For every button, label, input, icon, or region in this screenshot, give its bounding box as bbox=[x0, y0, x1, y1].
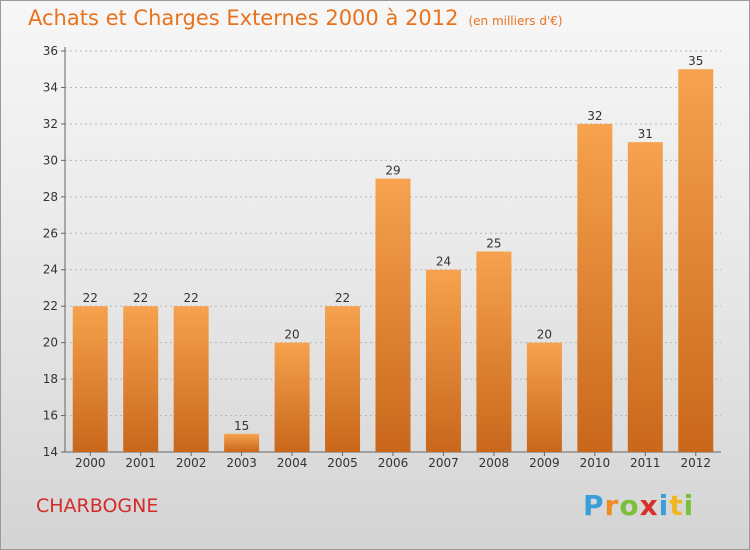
bar bbox=[425, 269, 461, 452]
x-tick-label: 2009 bbox=[529, 456, 560, 470]
logo-letter: t bbox=[669, 489, 684, 522]
bar-value-label: 22 bbox=[184, 291, 199, 305]
bar bbox=[123, 306, 159, 452]
x-tick-label: 2008 bbox=[479, 456, 510, 470]
logo-letter: i bbox=[683, 489, 695, 522]
bar bbox=[274, 342, 310, 452]
commune-name: CHARBOGNE bbox=[36, 495, 159, 517]
x-tick-label: 2005 bbox=[327, 456, 358, 470]
y-tick-label: 26 bbox=[43, 226, 58, 240]
bar bbox=[72, 306, 108, 452]
chart-title: Achats et Charges Externes 2000 à 2012 bbox=[28, 6, 459, 30]
bar-value-label: 31 bbox=[638, 127, 653, 141]
bar-value-label: 32 bbox=[587, 109, 602, 123]
x-tick-label: 2010 bbox=[580, 456, 611, 470]
y-tick-label: 32 bbox=[43, 117, 58, 131]
y-tick-label: 16 bbox=[43, 409, 58, 423]
y-tick-label: 22 bbox=[43, 299, 58, 313]
logo-letter: P bbox=[583, 489, 605, 522]
x-tick-label: 2004 bbox=[277, 456, 308, 470]
y-tick-label: 36 bbox=[43, 44, 58, 58]
x-tick-label: 2002 bbox=[176, 456, 207, 470]
logo-letter: i bbox=[658, 489, 670, 522]
bar-value-label: 29 bbox=[385, 164, 400, 178]
bar-value-label: 22 bbox=[335, 291, 350, 305]
bar-value-label: 20 bbox=[537, 328, 552, 342]
bar-value-label: 24 bbox=[436, 255, 451, 269]
logo-letter: x bbox=[639, 489, 659, 522]
y-tick-label: 14 bbox=[43, 445, 58, 459]
y-tick-label: 28 bbox=[43, 190, 58, 204]
y-tick-label: 20 bbox=[43, 336, 58, 350]
bar-value-label: 22 bbox=[133, 291, 148, 305]
bar bbox=[173, 306, 209, 452]
x-tick-label: 2012 bbox=[680, 456, 711, 470]
y-tick-label: 34 bbox=[43, 80, 58, 94]
bar-value-label: 22 bbox=[83, 291, 98, 305]
bar bbox=[627, 142, 663, 453]
bar bbox=[678, 69, 714, 453]
x-tick-label: 2007 bbox=[428, 456, 459, 470]
x-tick-label: 2006 bbox=[378, 456, 409, 470]
bar-value-label: 25 bbox=[486, 237, 501, 251]
bar bbox=[476, 251, 512, 452]
y-tick-label: 18 bbox=[43, 372, 58, 386]
x-tick-label: 2001 bbox=[125, 456, 156, 470]
bar bbox=[577, 123, 613, 452]
proxiti-logo: Proxiti bbox=[583, 489, 694, 522]
bar bbox=[224, 433, 260, 452]
title-line: Achats et Charges Externes 2000 à 2012 (e… bbox=[28, 6, 563, 30]
y-tick-label: 24 bbox=[43, 263, 58, 277]
x-tick-label: 2011 bbox=[630, 456, 661, 470]
bar bbox=[375, 178, 411, 452]
bar-value-label: 15 bbox=[234, 419, 249, 433]
bar bbox=[325, 306, 361, 452]
bar bbox=[526, 342, 562, 452]
logo-letter: r bbox=[604, 489, 620, 522]
bar-value-label: 20 bbox=[284, 328, 299, 342]
logo-letter: o bbox=[619, 489, 640, 522]
x-tick-label: 2000 bbox=[75, 456, 106, 470]
x-tick-label: 2003 bbox=[226, 456, 257, 470]
chart-unit: (en milliers d'€) bbox=[468, 14, 563, 28]
y-tick-label: 30 bbox=[43, 153, 58, 167]
bar-value-label: 35 bbox=[688, 54, 703, 68]
